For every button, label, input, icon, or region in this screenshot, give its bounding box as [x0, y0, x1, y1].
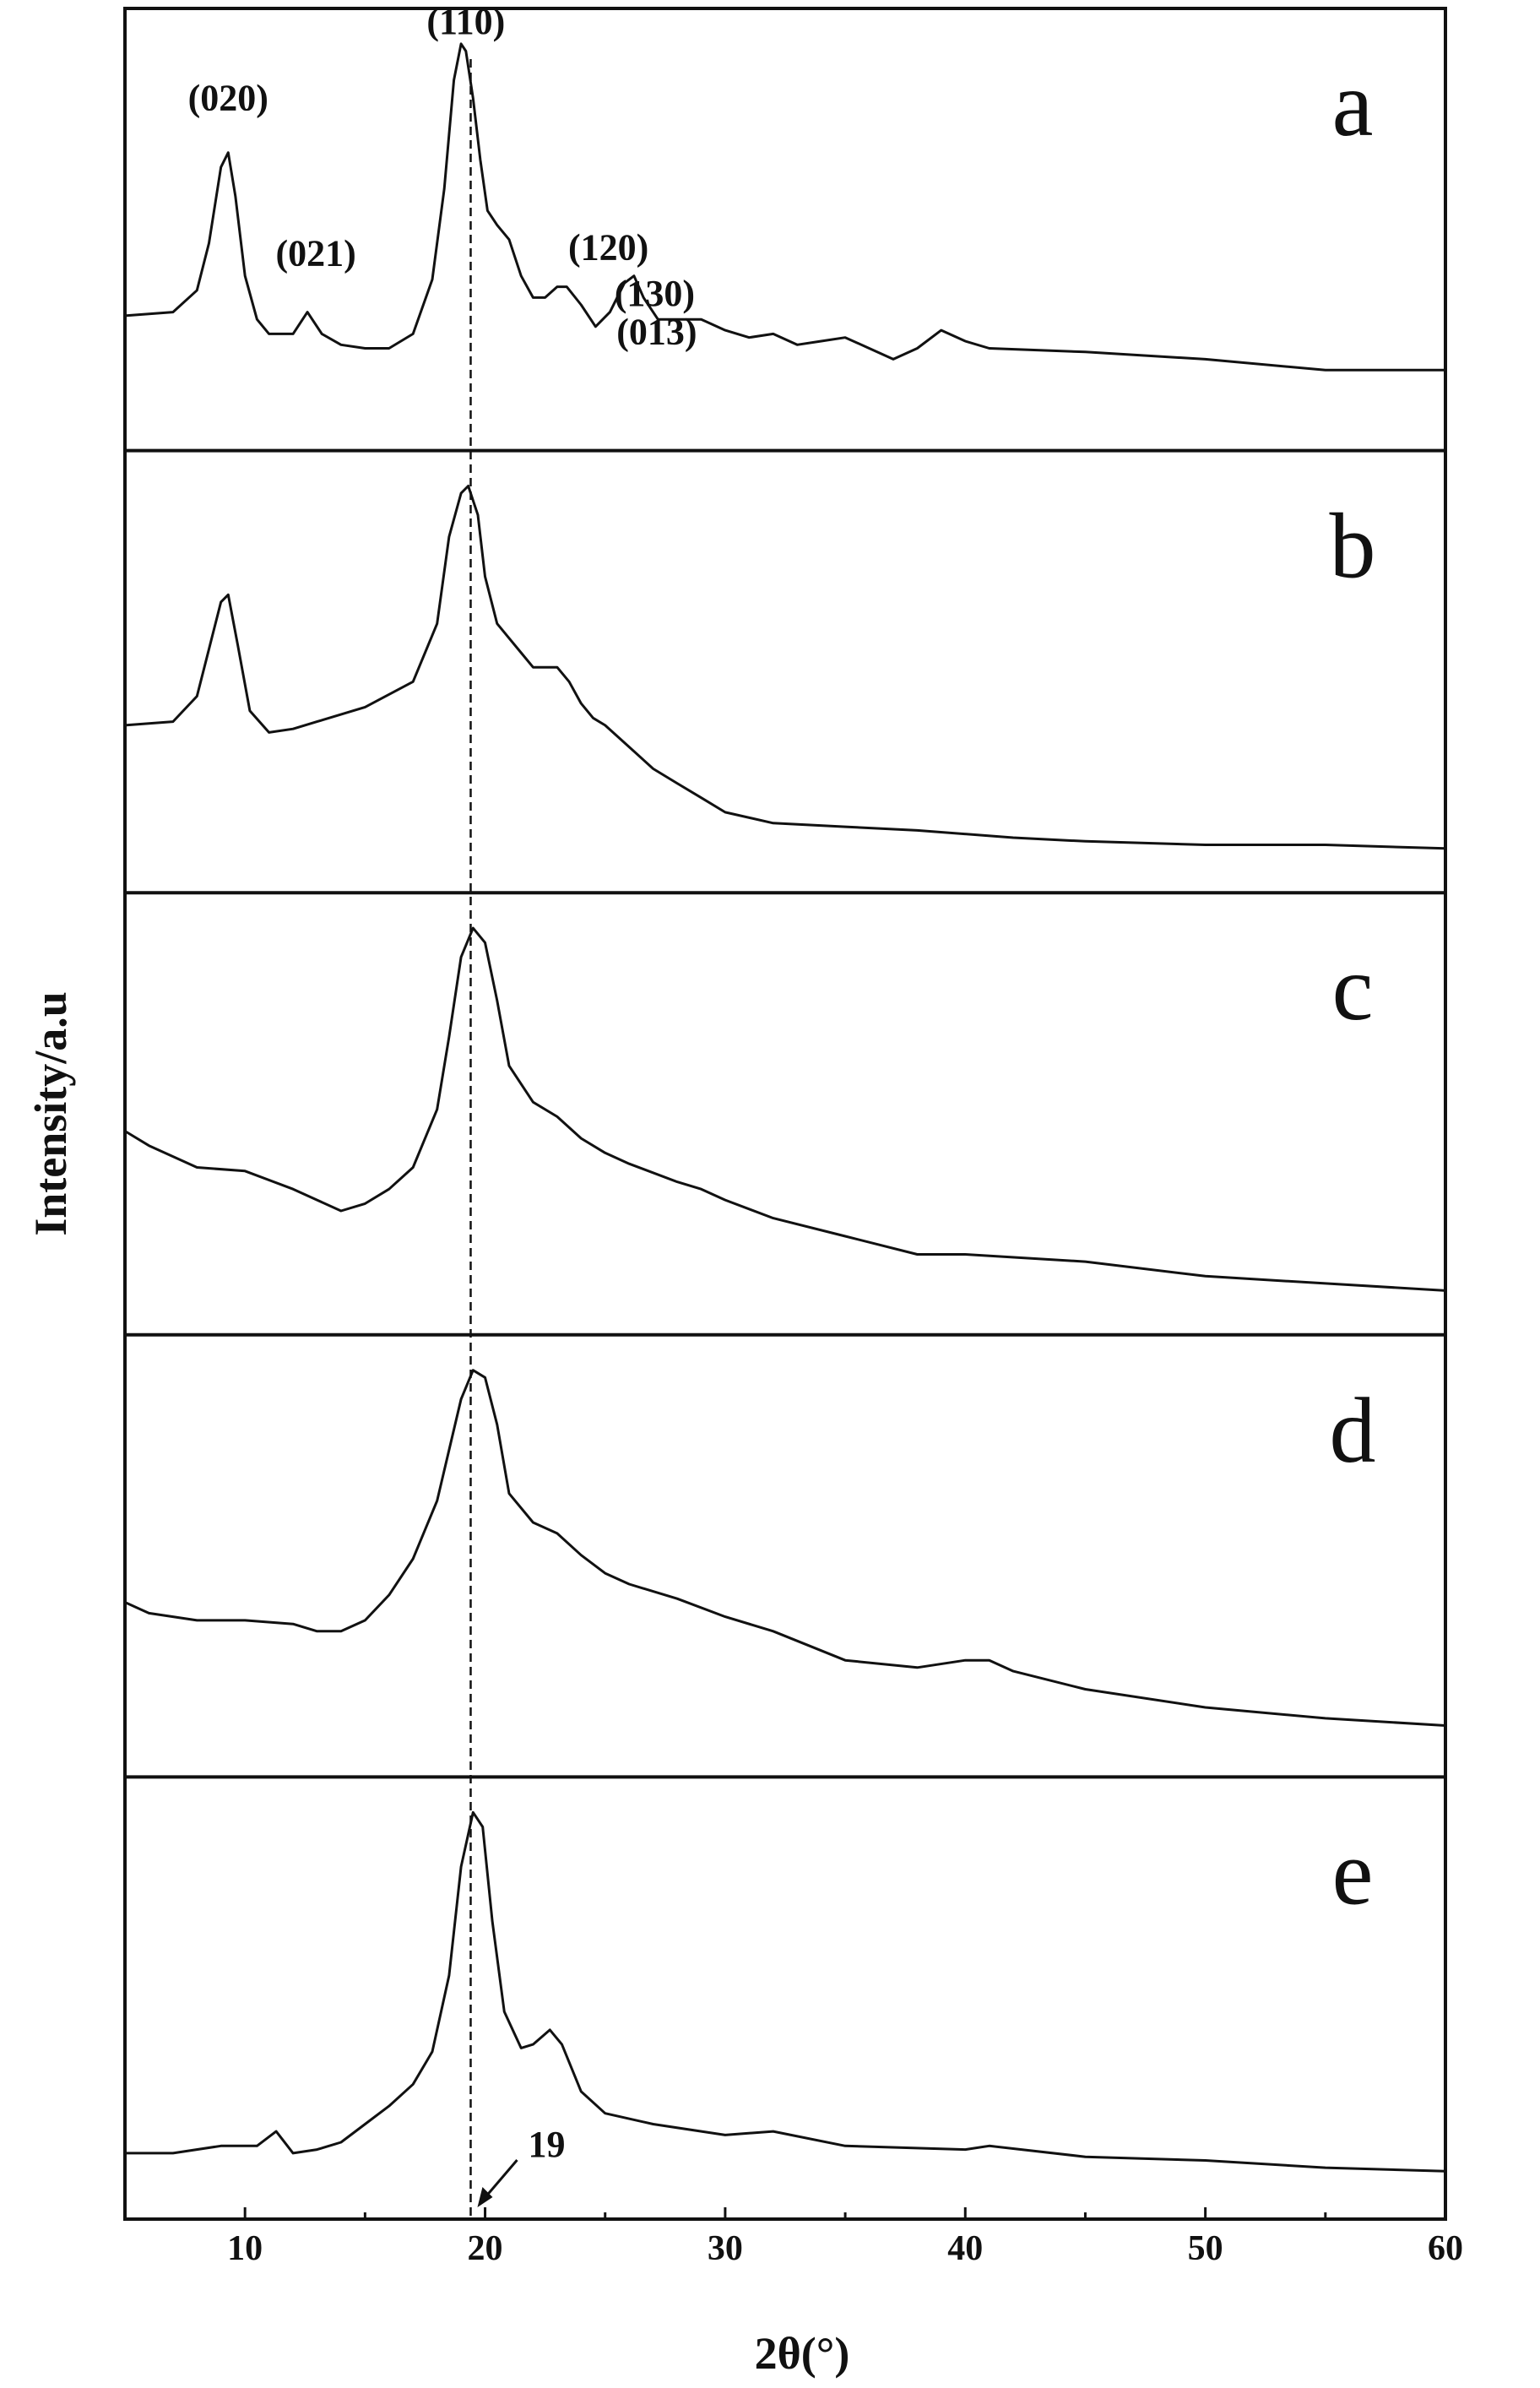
x-tick-label: 20 [468, 2229, 503, 2268]
xrd-curve-b [123, 485, 1447, 850]
y-axis-label: Intensity/a.u [25, 991, 76, 1236]
x-tick-label: 60 [1428, 2229, 1463, 2268]
x-tick-label: 50 [1188, 2229, 1223, 2268]
plot-border [123, 7, 1447, 2221]
x-tick-label: 40 [947, 2229, 983, 2268]
peak-label: (120) [568, 226, 648, 268]
xrd-curve-a [123, 42, 1447, 372]
panel-letter-b: b [1330, 495, 1376, 598]
peak-label: (020) [188, 78, 268, 119]
peak-label: (021) [275, 233, 355, 274]
peak-label: (110) [426, 1, 505, 42]
chart-frame [123, 7, 1447, 2221]
peak-label: (013) [616, 311, 697, 352]
reference-label: 19 [528, 2124, 565, 2165]
panel-letter-c: c [1332, 936, 1374, 1039]
reference-arrowhead [477, 2187, 493, 2207]
panel-letter-a: a [1332, 52, 1374, 155]
xrd-curve-c [123, 926, 1447, 1292]
x-tick-label: 30 [708, 2229, 743, 2268]
x-tick-label: 10 [227, 2229, 263, 2268]
curves [123, 42, 1447, 2219]
x-axis-label: 2θ(°) [755, 2328, 850, 2379]
xrd-curve-d [123, 1369, 1447, 1727]
panel-letter-e: e [1332, 1821, 1374, 1924]
x-axis: 10 20 30 40 50 60 [123, 2207, 1463, 2268]
annotations: a b c d e (020) (021) (110) (120) (130)(013) 19 [188, 1, 1376, 2207]
panel-letter-d: d [1330, 1379, 1376, 1482]
peak-label: (130) [615, 273, 695, 314]
xrd-curve-e [123, 1810, 1447, 2173]
